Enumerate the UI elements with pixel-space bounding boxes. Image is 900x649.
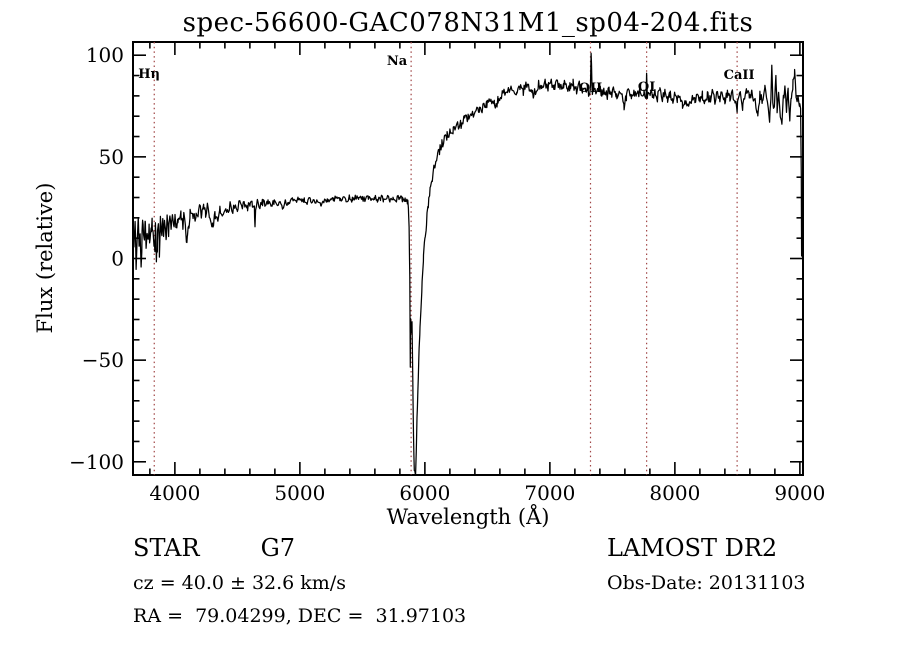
y-axis-label: Flux (relative)	[33, 183, 57, 334]
y-tick-label: 50	[99, 145, 124, 169]
x-axis-label: Wavelength (Å)	[387, 504, 550, 529]
object-class-line: STAR G7	[133, 534, 296, 562]
spectral-line-label: Na	[387, 54, 408, 69]
spectrum-trace	[133, 52, 803, 476]
spectrum-path	[133, 52, 803, 476]
chart-title: spec-56600-GAC078N31M1_sp04-204.fits	[183, 8, 754, 38]
spectral-line-label: CaII	[724, 68, 755, 83]
survey-name: LAMOST DR2	[607, 534, 778, 562]
x-tick-label: 4000	[149, 481, 200, 505]
y-tick-label: 100	[86, 43, 124, 67]
spectral-line-label: Hη	[138, 67, 160, 82]
y-tick-label: −50	[82, 348, 124, 372]
plot-border	[132, 41, 804, 476]
spectrum-chart: spec-56600-GAC078N31M1_sp04-204.fits Wav…	[33, 8, 825, 529]
y-tick-label: −100	[69, 450, 124, 474]
x-tick-label: 5000	[274, 481, 325, 505]
cz-velocity-line: cz = 40.0 ± 32.6 km/s	[133, 572, 346, 594]
axes: 4000 5000 6000 7000 8000 9000 −100 −50 0 50 100	[69, 41, 825, 505]
x-tick-label: 7000	[524, 481, 575, 505]
x-tick-label: 6000	[399, 481, 450, 505]
x-tick-label: 8000	[649, 481, 700, 505]
y-tick-label: 0	[111, 247, 124, 271]
obs-date-line: Obs-Date: 20131103	[607, 572, 806, 594]
ra-dec-line: RA = 79.04299, DEC = 31.97103	[133, 605, 467, 627]
x-tick-label: 9000	[774, 481, 825, 505]
